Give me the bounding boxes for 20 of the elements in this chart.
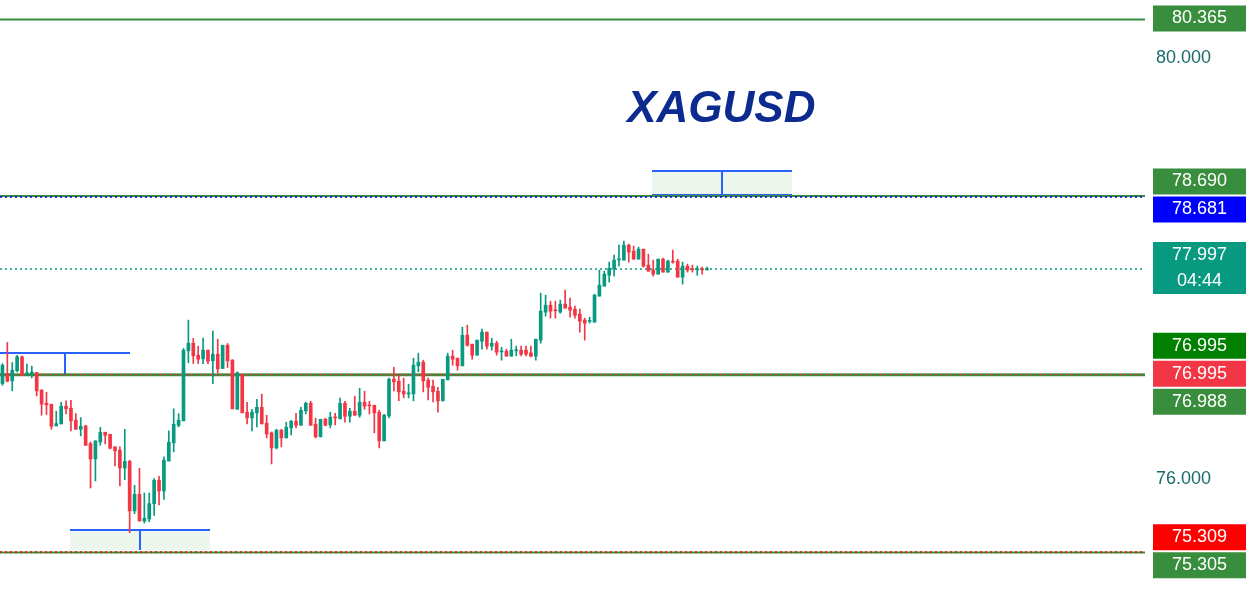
candlestick: [54, 410, 59, 427]
candlestick: [352, 395, 357, 416]
ref-line-label: 76.995: [1171, 362, 1228, 383]
ref-line-label: 78.681: [1171, 198, 1228, 219]
candlestick: [514, 345, 519, 357]
candlestick: [78, 417, 83, 437]
candlestick: [122, 428, 127, 480]
candlestick: [582, 317, 587, 341]
candlestick: [211, 330, 215, 384]
ref-line-label: 77.997 04:44: [1171, 243, 1228, 290]
y-tick-label: 76.000: [1156, 468, 1212, 489]
ref-line-label: 78.690: [1171, 170, 1228, 191]
ref-line-label: 80.365: [1171, 7, 1228, 28]
candlestick: [401, 377, 406, 399]
ref-line-label: 75.305: [1171, 554, 1228, 575]
ref-line-label: 75.309: [1171, 526, 1228, 547]
text: XAGUSD: [624, 82, 816, 132]
ref-line-label: 76.988: [1171, 390, 1228, 411]
ref-line-label: 76.995: [1171, 334, 1228, 355]
y-tick-label: 80.000: [1156, 46, 1212, 67]
